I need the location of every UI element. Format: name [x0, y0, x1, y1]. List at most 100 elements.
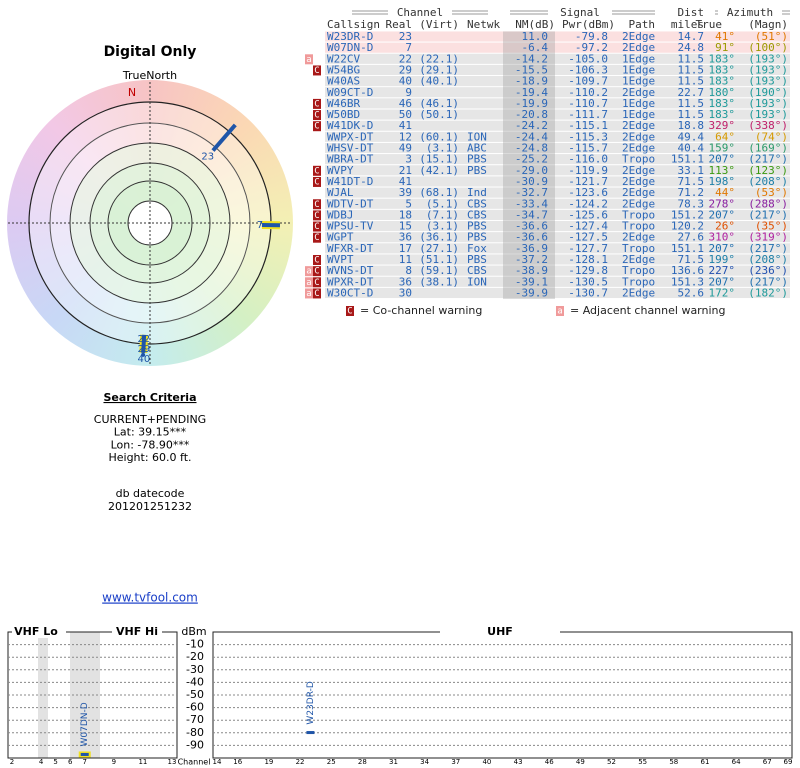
y-axis-label: dBm: [181, 625, 206, 638]
table-cell: (59.1): [419, 264, 459, 277]
x-tick-label: 16: [233, 758, 242, 766]
column-header: (Virt): [419, 18, 459, 31]
warning-icon: [313, 176, 321, 187]
y-tick-label: -90: [186, 738, 204, 751]
table-cell: -110.7: [568, 97, 608, 110]
table-cell: -39.9: [515, 286, 548, 299]
warning-icon: [313, 266, 321, 277]
table-cell: W46BR: [327, 97, 360, 110]
table-cell: 30: [399, 286, 412, 299]
warning-icon: [313, 255, 321, 265]
warning-letter: C: [314, 66, 319, 76]
station-dot: [141, 352, 146, 357]
table-cell: 151.3: [671, 275, 704, 288]
y-tick-label: -40: [186, 675, 204, 688]
warning-icon: [313, 199, 321, 210]
datecode-label: db datecode: [116, 487, 185, 500]
table-cell: WBRA-DT: [327, 153, 374, 166]
table-cell: -24.2: [515, 119, 548, 132]
table-cell: WDBJ: [327, 208, 354, 221]
table-cell: -36.6: [515, 220, 548, 233]
table-cell: 1Edge: [622, 63, 655, 76]
table-cell: 1Edge: [622, 108, 655, 121]
table-cell: (5.1): [426, 197, 459, 210]
table-row: [325, 276, 790, 287]
group-header: Channel: [397, 6, 443, 19]
column-header: Callsign: [327, 18, 380, 31]
table-cell: (193°): [748, 97, 788, 110]
table-row: [325, 87, 790, 98]
x-tick-label: 14: [213, 758, 222, 766]
table-cell: 1Edge: [622, 52, 655, 65]
x-tick-label: 25: [327, 758, 336, 766]
datecode: 201201251232: [108, 500, 192, 513]
table-cell: 29: [399, 63, 412, 76]
y-tick-label: -80: [186, 726, 204, 739]
warning-icon: [313, 288, 321, 299]
band-shade: [38, 632, 48, 758]
table-cell: 180°: [709, 86, 736, 99]
table-cell: 2Edge: [622, 119, 655, 132]
search-line: Lat: 39.15***: [114, 426, 187, 439]
table-cell: (27.1): [419, 242, 459, 255]
table-cell: 40: [399, 75, 412, 88]
column-header: Real: [386, 18, 413, 31]
table-cell: 2Edge: [622, 175, 655, 188]
table-cell: 71.5: [678, 253, 705, 266]
warning-icon: [313, 210, 321, 221]
table-cell: -123.6: [568, 186, 608, 199]
table-cell: 2Edge: [622, 30, 655, 43]
signal-label: W07DN-D: [80, 702, 90, 746]
table-row: [325, 131, 790, 142]
x-tick-label: 58: [669, 758, 678, 766]
table-cell: 2Edge: [622, 231, 655, 244]
table-cell: (22.1): [419, 52, 459, 65]
warning-icon: [305, 288, 313, 299]
table-cell: CBS: [467, 197, 487, 210]
table-cell: 7: [405, 41, 412, 54]
table-cell: -125.6: [568, 208, 608, 221]
table-cell: 49: [399, 142, 412, 155]
table-cell: WFXR-DT: [327, 242, 374, 255]
table-cell: 11.5: [678, 108, 705, 121]
table-cell: (50.1): [419, 108, 459, 121]
table-cell: (7.1): [426, 208, 459, 221]
table-cell: (35°): [755, 220, 788, 233]
search-line: Lon: -78.90***: [111, 438, 190, 451]
table-cell: -32.7: [515, 186, 548, 199]
table-cell: 49.4: [678, 130, 705, 143]
table-cell: 2Edge: [622, 286, 655, 299]
table-cell: 198°: [709, 175, 736, 188]
table-row: [325, 254, 790, 265]
x-tick-label: 67: [763, 758, 772, 766]
table-cell: (208°): [748, 175, 788, 188]
table-cell: 21: [399, 164, 412, 177]
table-row: [325, 265, 790, 276]
x-tick-label: 49: [576, 758, 585, 766]
table-cell: Fox: [467, 242, 487, 255]
table-cell: 159°: [709, 142, 736, 155]
table-cell: (193°): [748, 75, 788, 88]
table-cell: 2Edge: [622, 142, 655, 155]
table-cell: Tropo: [622, 208, 655, 221]
table-cell: (15.1): [419, 153, 459, 166]
table-cell: 199°: [709, 253, 736, 266]
warning-icon: [313, 165, 321, 176]
x-tick-label: 7: [82, 758, 86, 766]
table-cell: 136.6: [671, 264, 704, 277]
table-cell: 151.2: [671, 208, 704, 221]
table-cell: (100°): [748, 41, 788, 54]
table-cell: WPXR-DT: [327, 275, 374, 288]
table-cell: ION: [467, 275, 487, 288]
warning-letter: C: [314, 99, 319, 109]
table-cell: 71.2: [678, 186, 705, 199]
site-link[interactable]: www.tvfool.com: [102, 591, 198, 605]
table-cell: 27.6: [678, 231, 705, 244]
table-cell: WPSU-TV: [327, 220, 374, 233]
table-cell: 18.8: [678, 119, 705, 132]
table-cell: -109.7: [568, 75, 608, 88]
north-label: TrueNorth: [122, 69, 177, 82]
marker-label: 22: [138, 334, 151, 345]
table-row: [325, 287, 790, 299]
